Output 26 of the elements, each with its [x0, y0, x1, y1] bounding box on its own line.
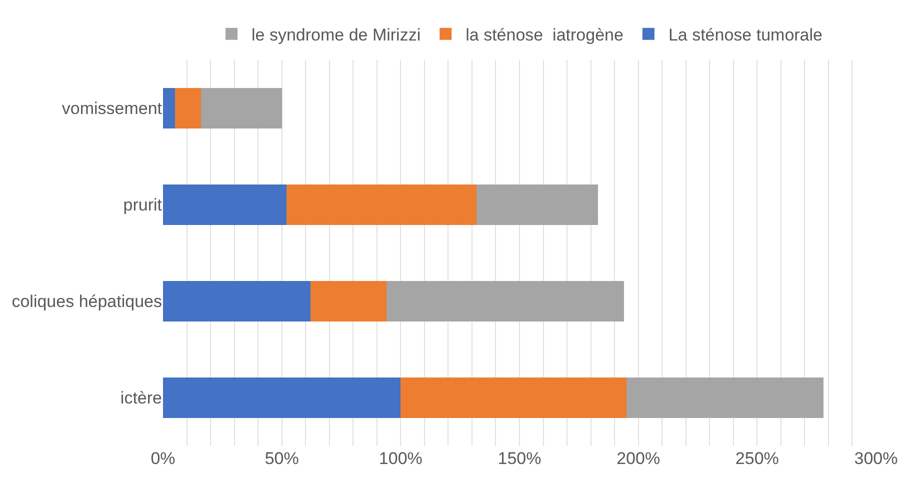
legend-label: le syndrome de Mirizzi	[252, 25, 421, 44]
bar	[163, 377, 401, 418]
legend-label: la sténose iatrogène	[466, 25, 624, 44]
bar	[286, 184, 477, 226]
bar	[476, 184, 598, 226]
y-tick-label: prurit	[123, 196, 162, 215]
x-tick-label: 100%	[378, 449, 422, 468]
x-tick-label: 150%	[498, 449, 542, 468]
bar	[386, 280, 624, 322]
x-tick-label: 0%	[150, 449, 176, 468]
x-tick-label: 300%	[854, 449, 898, 468]
y-tick-label: ictère	[120, 388, 162, 408]
bar	[201, 88, 282, 129]
bar	[400, 377, 626, 418]
bar	[310, 280, 386, 322]
legend-label: La sténose tumorale	[668, 25, 822, 44]
bar	[163, 88, 175, 129]
y-tick-label: vomissement	[62, 99, 162, 118]
x-tick-label: 200%	[616, 449, 660, 468]
bar	[163, 184, 287, 226]
bar	[163, 280, 310, 322]
x-tick-label: 250%	[735, 449, 779, 468]
x-tick-label: 50%	[264, 449, 299, 468]
y-tick-label: coliques hépatiques	[12, 292, 162, 312]
bar	[174, 88, 202, 129]
bar	[626, 377, 824, 418]
